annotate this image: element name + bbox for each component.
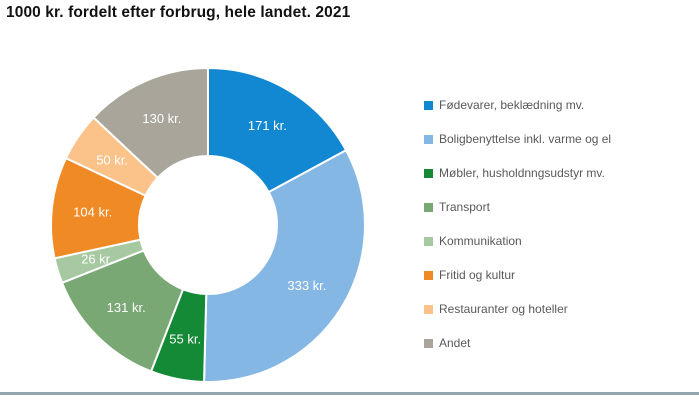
legend-swatch (424, 304, 433, 314)
legend-item-andet[interactable]: Andet (424, 326, 611, 360)
legend-item-label: Andet (439, 336, 471, 350)
legend-swatch (424, 100, 433, 110)
legend-item-label: Restauranter og hoteller (439, 302, 568, 316)
legend-item-label: Kommunikation (439, 234, 522, 248)
slice-label-fritid-og-kultur: 104 kr. (73, 204, 112, 219)
legend-swatch (424, 338, 433, 348)
legend-item-fodevarer-beklaedning-mv[interactable]: Fødevarer, beklædning mv. (424, 88, 611, 122)
slice-label-boligbenyttelse-inkl-varme-og-el: 333 kr. (287, 278, 326, 293)
slice-label-andet: 130 kr. (142, 111, 181, 126)
legend-item-label: Transport (439, 200, 490, 214)
legend-item-fritid-og-kultur[interactable]: Fritid og kultur (424, 258, 611, 292)
legend-swatch (424, 168, 433, 178)
legend-item-boligbenyttelse-inkl-varme-og-el[interactable]: Boligbenyttelse inkl. varme og el (424, 122, 611, 156)
legend-swatch (424, 202, 433, 212)
slice-label-mobler-husholdnngsudstyr-mv: 55 kr. (169, 331, 201, 346)
legend-item-label: Fødevarer, beklædning mv. (439, 98, 585, 112)
legend-item-restauranter-og-hoteller[interactable]: Restauranter og hoteller (424, 292, 611, 326)
slice-label-transport: 131 kr. (107, 300, 146, 315)
legend-item-label: Boligbenyttelse inkl. varme og el (439, 132, 612, 146)
bottom-divider (0, 392, 699, 395)
legend: Fødevarer, beklædning mv. Boligbenyttelse… (424, 88, 611, 360)
slice-label-kommunikation: 26 kr. (81, 251, 113, 266)
legend-item-label: Møbler, husholdnngsudstyr mv. (439, 166, 605, 180)
legend-item-label: Fritid og kultur (439, 268, 516, 282)
slice-label-restauranter-og-hoteller: 50 kr. (96, 152, 128, 167)
legend-item-kommunikation[interactable]: Kommunikation (424, 224, 611, 258)
legend-item-transport[interactable]: Transport (424, 190, 611, 224)
legend-swatch (424, 134, 433, 144)
legend-swatch (424, 236, 433, 246)
slice-label-fodevarer-beklaedning-mv: 171 kr. (248, 118, 287, 133)
page-title: 1000 kr. fordelt efter forbrug, hele lan… (6, 4, 351, 21)
legend-swatch (424, 270, 433, 280)
donut-slice-andet[interactable] (92, 66, 209, 180)
donut-slice-boligbenyttelse-inkl-varme-og-el[interactable] (203, 148, 366, 383)
donut-slice-fodevarer-beklaedning-mv[interactable] (207, 66, 348, 194)
legend-item-mobler-husholdnngsudstyr-mv[interactable]: Møbler, husholdnngsudstyr mv. (424, 156, 611, 190)
donut-chart: 171 kr. 333 kr. 55 kr. 131 kr. 26 kr. 104 kr.… (28, 45, 388, 405)
